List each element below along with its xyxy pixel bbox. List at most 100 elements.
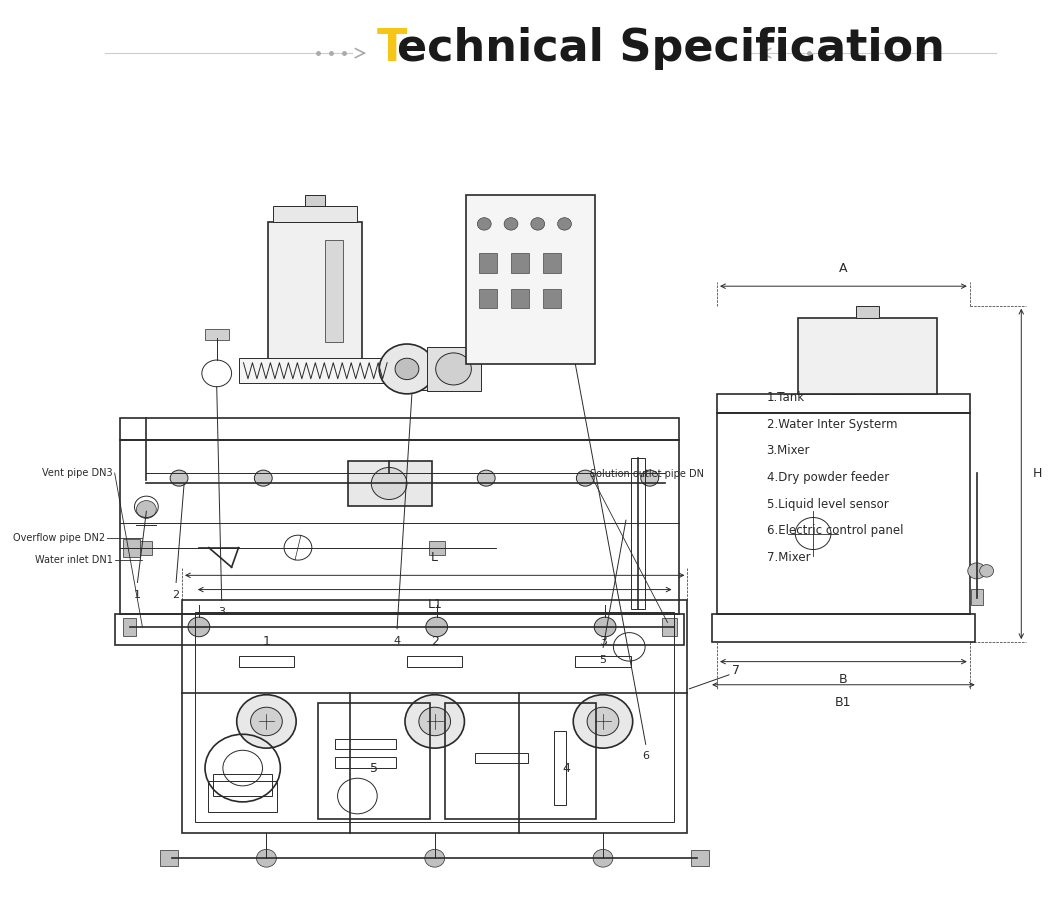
Bar bbox=[428, 541, 444, 555]
Circle shape bbox=[188, 617, 210, 637]
Circle shape bbox=[395, 358, 419, 380]
Circle shape bbox=[236, 695, 296, 748]
Bar bbox=[717, 394, 970, 413]
Text: 5: 5 bbox=[370, 762, 378, 775]
Text: 2: 2 bbox=[173, 590, 179, 600]
Bar bbox=[120, 440, 679, 613]
Text: 1: 1 bbox=[134, 590, 141, 600]
Bar bbox=[205, 329, 229, 339]
Bar bbox=[631, 458, 644, 609]
Bar bbox=[120, 418, 679, 440]
Bar bbox=[335, 757, 396, 768]
Bar bbox=[182, 600, 687, 833]
Circle shape bbox=[595, 617, 616, 637]
Circle shape bbox=[171, 471, 188, 486]
Bar bbox=[661, 618, 677, 636]
Text: A: A bbox=[840, 261, 848, 275]
Text: 2: 2 bbox=[430, 635, 439, 647]
Text: B: B bbox=[840, 674, 848, 686]
Text: 7: 7 bbox=[732, 664, 740, 677]
Text: Water inlet DN1: Water inlet DN1 bbox=[35, 555, 112, 565]
Bar bbox=[114, 613, 685, 645]
Bar bbox=[305, 196, 325, 207]
Text: 5.Liquid level sensor: 5.Liquid level sensor bbox=[766, 497, 888, 511]
Bar bbox=[268, 222, 363, 360]
Bar bbox=[717, 413, 970, 613]
Text: Overflow pipe DN2: Overflow pipe DN2 bbox=[13, 533, 105, 543]
Circle shape bbox=[425, 850, 444, 867]
Bar bbox=[798, 318, 937, 394]
Text: 1.Tank: 1.Tank bbox=[766, 391, 805, 404]
Text: L: L bbox=[431, 550, 438, 564]
Text: 7.Mixer: 7.Mixer bbox=[766, 551, 810, 564]
Bar bbox=[392, 351, 440, 391]
Bar bbox=[407, 656, 462, 666]
Circle shape bbox=[257, 850, 277, 867]
Bar bbox=[543, 289, 561, 308]
Bar bbox=[208, 781, 278, 813]
Text: 6.Electric control panel: 6.Electric control panel bbox=[766, 524, 903, 537]
Text: echnical Specification: echnical Specification bbox=[398, 27, 944, 70]
Bar bbox=[348, 462, 431, 506]
Bar bbox=[479, 253, 497, 273]
Text: 4: 4 bbox=[562, 762, 570, 775]
Bar bbox=[554, 731, 566, 806]
Circle shape bbox=[400, 355, 431, 383]
Text: 3.Mixer: 3.Mixer bbox=[766, 445, 810, 457]
Bar bbox=[160, 850, 178, 867]
Circle shape bbox=[558, 217, 571, 230]
Bar bbox=[712, 613, 975, 642]
Text: T: T bbox=[377, 27, 408, 70]
Circle shape bbox=[577, 471, 595, 486]
Bar bbox=[511, 289, 529, 308]
Bar bbox=[511, 253, 529, 273]
Bar bbox=[213, 774, 272, 796]
Circle shape bbox=[405, 695, 464, 748]
Text: 2.Water Inter Systerm: 2.Water Inter Systerm bbox=[766, 418, 897, 430]
Circle shape bbox=[436, 353, 472, 385]
Bar bbox=[855, 305, 880, 318]
Text: 4.Dry powder feeder: 4.Dry powder feeder bbox=[766, 471, 889, 484]
Bar bbox=[273, 207, 357, 222]
Circle shape bbox=[477, 217, 491, 230]
Circle shape bbox=[379, 344, 435, 394]
Bar bbox=[543, 253, 561, 273]
Bar bbox=[318, 703, 429, 819]
Circle shape bbox=[641, 471, 658, 486]
Circle shape bbox=[968, 563, 986, 579]
Bar bbox=[576, 656, 631, 666]
Bar bbox=[238, 656, 295, 666]
Bar bbox=[691, 850, 709, 867]
Text: 1: 1 bbox=[263, 635, 270, 647]
Circle shape bbox=[419, 708, 450, 735]
Circle shape bbox=[371, 468, 407, 499]
Text: Vent pipe DN3: Vent pipe DN3 bbox=[42, 468, 112, 478]
Circle shape bbox=[531, 217, 545, 230]
Circle shape bbox=[477, 471, 495, 486]
Bar bbox=[445, 703, 597, 819]
Text: B1: B1 bbox=[835, 696, 851, 709]
Bar bbox=[475, 753, 528, 763]
Bar bbox=[123, 618, 137, 636]
Text: 4: 4 bbox=[393, 636, 401, 646]
Circle shape bbox=[587, 708, 619, 735]
Bar bbox=[324, 240, 342, 342]
Circle shape bbox=[137, 500, 156, 518]
Bar bbox=[466, 196, 596, 365]
Circle shape bbox=[426, 617, 447, 637]
Text: H: H bbox=[1034, 468, 1043, 480]
Circle shape bbox=[593, 850, 613, 867]
Bar bbox=[195, 612, 674, 822]
Bar bbox=[427, 347, 481, 392]
Text: 5: 5 bbox=[600, 655, 606, 665]
Text: 3: 3 bbox=[599, 635, 607, 647]
Circle shape bbox=[979, 565, 993, 577]
Text: 3: 3 bbox=[218, 607, 225, 617]
Text: L1: L1 bbox=[427, 597, 442, 611]
Bar bbox=[238, 358, 392, 383]
Bar bbox=[123, 539, 140, 557]
Bar bbox=[137, 541, 153, 555]
Circle shape bbox=[250, 708, 282, 735]
Circle shape bbox=[254, 471, 272, 486]
Circle shape bbox=[505, 217, 518, 230]
